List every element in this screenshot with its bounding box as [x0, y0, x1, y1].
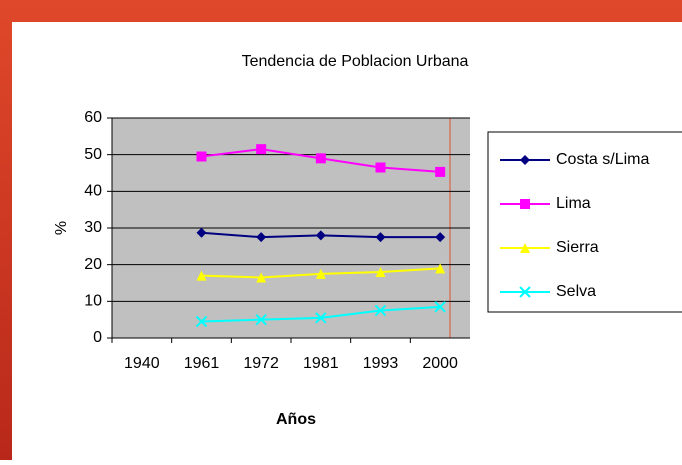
data-point: [375, 232, 386, 243]
data-point: [374, 304, 387, 317]
data-point: [256, 272, 267, 283]
legend-label: Sierra: [556, 239, 599, 256]
x-tick-label: 1981: [303, 355, 339, 372]
data-point: [256, 144, 267, 155]
y-tick-label: 40: [84, 183, 102, 200]
data-point: [315, 230, 326, 241]
legend-label: Costa s/Lima: [556, 151, 649, 168]
y-tick-label: 50: [84, 146, 102, 163]
data-point: [315, 268, 326, 279]
y-tick-label: 0: [93, 329, 102, 346]
x-tick-label: 2000: [422, 355, 458, 372]
data-point: [256, 232, 267, 243]
legend-label: Lima: [556, 195, 591, 212]
y-tick-label: 60: [84, 109, 102, 126]
legend: [487, 131, 682, 313]
legend-marker: [520, 199, 530, 209]
data-point: [435, 263, 446, 274]
y-tick-label: 20: [84, 256, 102, 273]
data-point: [315, 153, 326, 164]
x-tick-label: 1961: [184, 355, 220, 372]
y-tick-label: 10: [84, 293, 102, 310]
data-point: [196, 270, 207, 281]
data-point: [315, 312, 327, 324]
x-axis-label: Años: [276, 411, 316, 428]
x-tick-label: 1993: [363, 355, 399, 372]
data-point: [195, 315, 208, 328]
data-point: [255, 313, 267, 326]
legend-marker: [519, 286, 531, 298]
x-tick-label: 1972: [243, 355, 279, 372]
legend-marker: [520, 243, 530, 253]
chart-title: Tendencia de Poblacion Urbana: [242, 53, 469, 70]
data-point: [196, 227, 207, 238]
data-point: [196, 151, 207, 162]
data-point: [434, 301, 446, 313]
data-point: [375, 162, 386, 173]
data-point: [375, 267, 386, 277]
legend-label: Selva: [556, 283, 596, 300]
x-tick-label: 1940: [124, 355, 160, 372]
y-axis-label: %: [53, 221, 70, 235]
legend-marker: [520, 155, 530, 165]
data-point: [435, 166, 446, 177]
data-point: [435, 232, 446, 243]
y-tick-label: 30: [84, 219, 102, 236]
